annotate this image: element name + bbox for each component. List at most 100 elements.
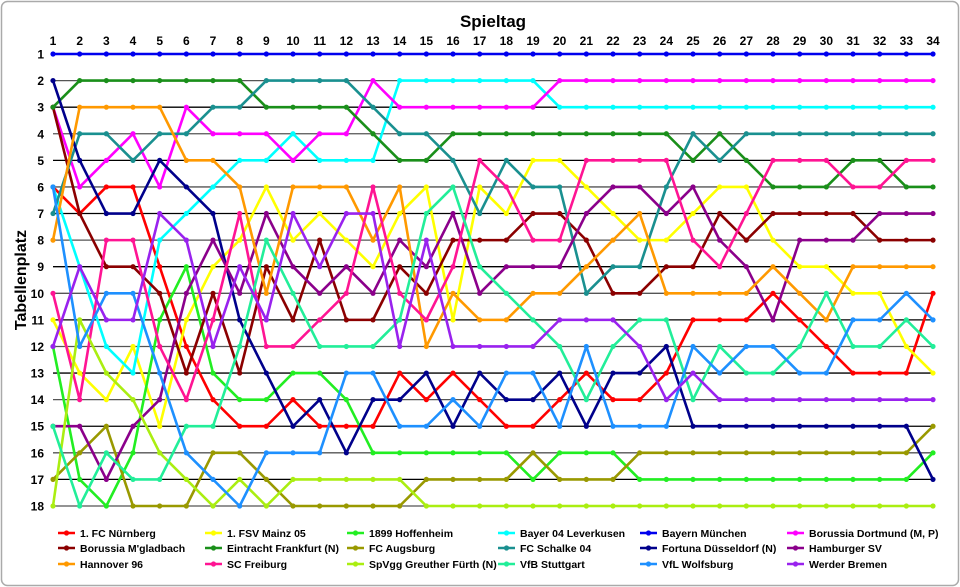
data-point xyxy=(370,184,376,190)
data-point xyxy=(370,210,376,217)
legend-label: FC Schalke 04 xyxy=(520,543,591,555)
data-point xyxy=(930,423,936,429)
data-point xyxy=(477,237,483,243)
data-point xyxy=(583,317,589,323)
data-point xyxy=(477,343,483,350)
data-point xyxy=(530,77,536,84)
data-point xyxy=(317,450,323,456)
data-point xyxy=(290,423,296,429)
data-point xyxy=(317,51,323,57)
x-tick-32: 32 xyxy=(873,34,887,48)
data-point xyxy=(477,104,483,110)
data-point xyxy=(690,423,696,429)
legend-marker xyxy=(503,530,510,536)
data-point xyxy=(583,131,589,137)
y-tick-16: 16 xyxy=(31,446,45,460)
data-point xyxy=(263,370,269,376)
data-point xyxy=(770,317,776,323)
data-point xyxy=(903,397,909,403)
data-point xyxy=(770,423,776,429)
data-point xyxy=(637,450,643,456)
data-point xyxy=(237,343,243,350)
data-point xyxy=(450,370,456,376)
data-point xyxy=(157,423,163,429)
data-point xyxy=(637,104,643,110)
x-tick-21: 21 xyxy=(580,34,594,48)
data-point xyxy=(583,157,589,163)
series-line xyxy=(51,159,933,401)
data-point xyxy=(877,51,883,57)
data-point xyxy=(50,317,56,323)
data-point xyxy=(317,104,323,110)
data-point xyxy=(477,370,483,376)
x-tick-24: 24 xyxy=(660,34,674,48)
x-tick-30: 30 xyxy=(820,34,834,48)
legend-label: SC Freiburg xyxy=(227,559,287,571)
data-point xyxy=(343,77,349,84)
data-point xyxy=(157,317,163,323)
legend-label: Borussia M'gladbach xyxy=(80,543,185,555)
data-point xyxy=(317,157,323,163)
legend-marker xyxy=(352,530,359,536)
data-point xyxy=(343,157,349,163)
data-point xyxy=(450,397,456,403)
legend-marker xyxy=(210,545,217,551)
data-point xyxy=(637,290,643,296)
series-line xyxy=(51,79,933,295)
data-point xyxy=(663,476,669,483)
data-point xyxy=(637,184,643,190)
data-point xyxy=(477,184,483,190)
data-point xyxy=(450,77,456,84)
series-lines xyxy=(50,51,936,509)
data-point xyxy=(823,104,829,110)
data-point xyxy=(610,104,616,110)
x-tick-14: 14 xyxy=(393,34,407,48)
data-point xyxy=(770,503,776,509)
data-point xyxy=(263,450,269,456)
data-point xyxy=(237,423,243,429)
series-17 xyxy=(50,210,936,403)
data-point xyxy=(503,157,509,163)
y-tick-4: 4 xyxy=(37,127,44,141)
data-point xyxy=(557,450,563,456)
data-point xyxy=(877,503,883,509)
data-point xyxy=(610,450,616,456)
data-point xyxy=(77,184,83,190)
data-point xyxy=(130,343,136,350)
data-point xyxy=(850,210,856,217)
data-point xyxy=(130,450,136,456)
data-point xyxy=(290,237,296,243)
data-point xyxy=(530,290,536,296)
data-point xyxy=(743,51,749,57)
legend-item: FC Schalke 04 xyxy=(498,543,591,555)
data-point xyxy=(903,157,909,163)
data-point xyxy=(823,423,829,429)
data-point xyxy=(850,237,856,243)
data-point xyxy=(77,397,83,403)
data-point xyxy=(717,343,723,350)
data-point xyxy=(370,450,376,456)
data-point xyxy=(317,237,323,243)
data-point xyxy=(797,503,803,509)
legend-item: SpVgg Greuther Fürth (N) xyxy=(347,559,497,571)
data-point xyxy=(530,104,536,110)
data-point xyxy=(370,476,376,483)
data-point xyxy=(717,210,723,217)
data-point xyxy=(183,450,189,456)
data-point xyxy=(317,210,323,217)
data-point xyxy=(637,343,643,350)
data-point xyxy=(877,264,883,270)
x-tick-20: 20 xyxy=(553,34,567,48)
data-point xyxy=(290,370,296,376)
data-point xyxy=(877,184,883,190)
data-point xyxy=(770,131,776,137)
legend-item: Borussia M'gladbach xyxy=(58,543,185,555)
data-point xyxy=(450,210,456,217)
data-point xyxy=(663,264,669,270)
data-point xyxy=(850,343,856,350)
y-tick-6: 6 xyxy=(37,180,44,194)
data-point xyxy=(637,503,643,509)
data-point xyxy=(157,450,163,456)
data-point xyxy=(797,343,803,350)
data-point xyxy=(797,131,803,137)
